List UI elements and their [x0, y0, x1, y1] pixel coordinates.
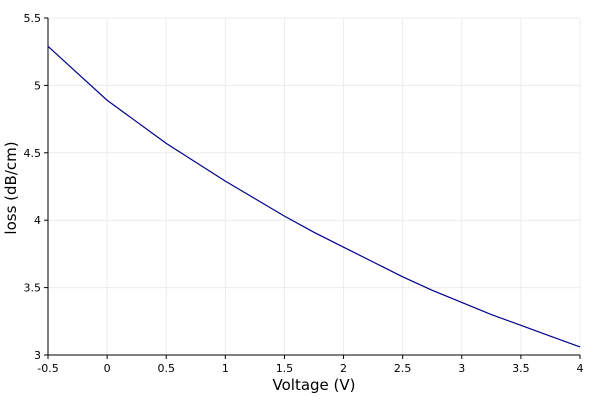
- x-axis-title: Voltage (V): [273, 376, 356, 394]
- x-tick-label: 3.5: [512, 362, 530, 375]
- y-tick-label: 3: [34, 349, 41, 362]
- x-tick-label: 1.5: [276, 362, 294, 375]
- y-axis-title: loss (dB/cm): [2, 141, 20, 234]
- y-tick-label: 5: [34, 79, 41, 92]
- x-tick-label: 0.5: [157, 362, 175, 375]
- grid: [47, 17, 581, 356]
- y-tick-label: 4: [34, 214, 41, 227]
- x-tick-label: 0: [104, 362, 111, 375]
- tick-labels: -0.5 0 0.5 1 1.5 2 2.5 3 3.5 4 3 3.5 4 4.5 5 5.5: [24, 12, 584, 375]
- x-tick-label: 2.5: [394, 362, 412, 375]
- x-tick-label: -0.5: [37, 362, 58, 375]
- axes: [44, 17, 581, 359]
- y-tick-label: 5.5: [24, 12, 42, 25]
- x-tick-label: 1: [222, 362, 229, 375]
- series-layer: [47, 45, 581, 348]
- y-tick-label: 4.5: [24, 147, 42, 160]
- series-line: [47, 45, 581, 348]
- x-tick-label: 2: [340, 362, 347, 375]
- x-tick-label: 4: [577, 362, 584, 375]
- y-tick-label: 3.5: [24, 282, 42, 295]
- x-tick-label: 3: [458, 362, 465, 375]
